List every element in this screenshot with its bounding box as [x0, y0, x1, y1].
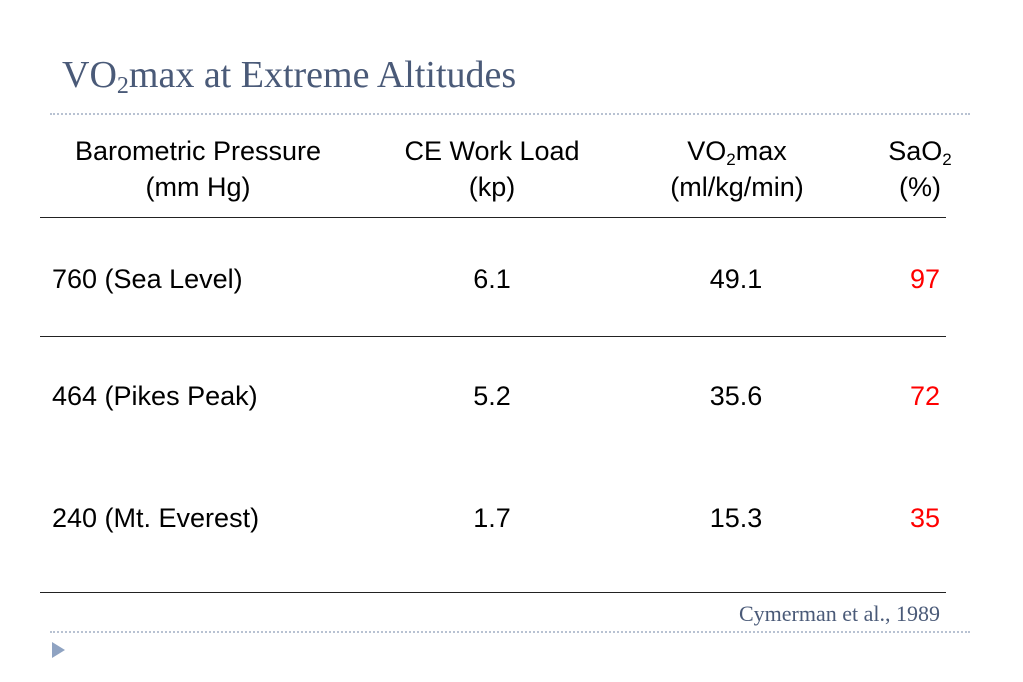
cell-pressure: 464 (Pikes Peak): [52, 381, 258, 411]
triangle-right-icon: [52, 642, 65, 658]
cell-sao2: 35: [909, 503, 940, 533]
cell-vo2max: 49.1: [709, 264, 763, 294]
header-unit: (mm Hg): [145, 172, 251, 202]
cell-sao2: 72: [909, 381, 940, 411]
bottom-dotted-divider: [50, 631, 970, 633]
slide-title: VO2max at Extreme Altitudes: [62, 56, 516, 98]
cell-vo2max: 15.3: [709, 503, 763, 533]
cell-vo2max: 35.6: [709, 381, 763, 411]
header-unit: (%): [899, 172, 941, 202]
row-rule: [40, 336, 946, 337]
cell-pressure: 240 (Mt. Everest): [52, 503, 260, 533]
cell-work-load: 5.2: [473, 381, 511, 411]
header-label: CE Work Load: [404, 136, 580, 166]
header-label: VO2max: [687, 136, 787, 169]
header-unit: (kp): [468, 172, 516, 202]
header-vo2max: VO2max (ml/kg/min): [637, 133, 837, 205]
header-label: SaO2: [888, 136, 952, 169]
header-unit: (ml/kg/min): [670, 172, 804, 202]
cell-work-load: 1.7: [473, 503, 511, 533]
header-barometric-pressure: Barometric Pressure (mm Hg): [48, 133, 348, 205]
title-prefix: VO: [62, 54, 117, 96]
citation: Cymerman et al., 1989: [738, 601, 940, 626]
header-ce-work-load: CE Work Load (kp): [372, 133, 612, 205]
header-sao2: SaO2 (%): [865, 133, 975, 205]
top-dotted-divider: [50, 113, 970, 115]
cell-pressure: 760 (Sea Level): [52, 264, 243, 294]
title-subscript: 2: [116, 73, 129, 99]
cell-sao2: 97: [909, 264, 940, 294]
table-bottom-rule: [40, 592, 946, 593]
header-rule: [40, 217, 946, 218]
title-suffix: max at Extreme Altitudes: [128, 54, 517, 96]
header-label: Barometric Pressure: [74, 136, 322, 166]
cell-work-load: 6.1: [473, 264, 511, 294]
